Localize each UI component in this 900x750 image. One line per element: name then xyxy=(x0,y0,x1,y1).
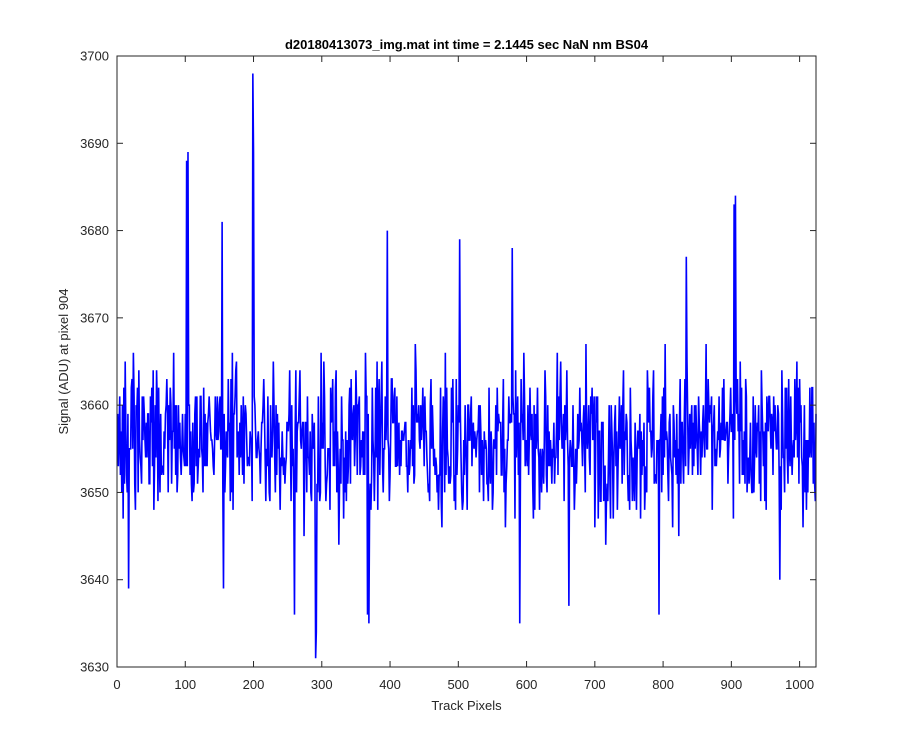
y-tick-label: 3690 xyxy=(80,136,109,151)
x-tick-label: 900 xyxy=(721,677,743,692)
y-tick-label: 3640 xyxy=(80,572,109,587)
x-tick-label: 0 xyxy=(113,677,120,692)
x-tick-label: 700 xyxy=(584,677,606,692)
x-axis-label: Track Pixels xyxy=(431,698,502,713)
y-tick-label: 3650 xyxy=(80,485,109,500)
y-tick-label: 3660 xyxy=(80,398,109,413)
x-tick-label: 300 xyxy=(311,677,333,692)
x-tick-label: 600 xyxy=(516,677,538,692)
y-tick-label: 3700 xyxy=(80,49,109,64)
y-axis-label: Signal (ADU) at pixel 904 xyxy=(56,289,71,435)
y-tick-label: 3680 xyxy=(80,223,109,238)
series-layer xyxy=(116,73,817,659)
plot-area xyxy=(117,56,816,667)
y-tick-label: 3670 xyxy=(80,310,109,325)
x-tick-label: 400 xyxy=(379,677,401,692)
x-axis: 0 100 200 300 400 500 600 700 800 900 1000 xyxy=(113,56,814,692)
x-tick-label: 100 xyxy=(174,677,196,692)
x-tick-label: 500 xyxy=(447,677,469,692)
y-axis: 3630 3640 3650 3660 3670 3680 3690 3700 xyxy=(80,49,816,675)
x-tick-label: 800 xyxy=(652,677,674,692)
series-line xyxy=(116,73,817,659)
axes-box xyxy=(116,55,817,668)
y-tick-label: 3630 xyxy=(80,660,109,675)
chart-title: d20180413073_img.mat int time = 2.1445 s… xyxy=(285,37,649,52)
x-tick-label: 200 xyxy=(243,677,265,692)
x-tick-label: 1000 xyxy=(785,677,814,692)
